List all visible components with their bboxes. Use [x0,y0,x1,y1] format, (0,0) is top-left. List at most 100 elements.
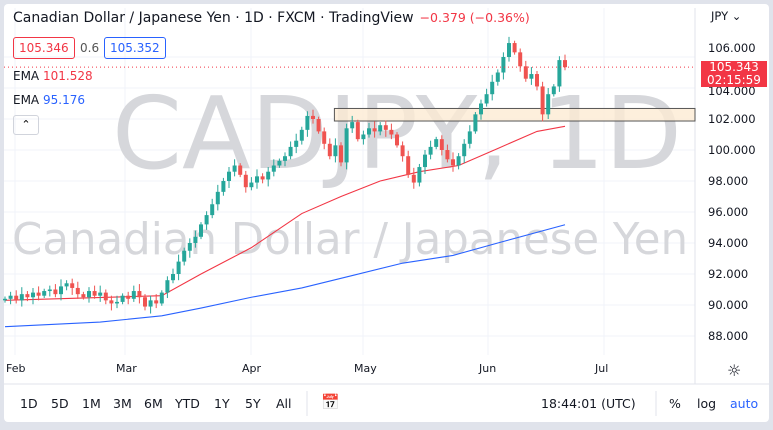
candle [81,294,86,298]
candle [479,103,483,115]
candle [495,72,500,82]
candle [120,295,125,302]
collapse-legend-button[interactable]: ⌃ [13,115,39,135]
candle [176,261,181,274]
y-tick-label: 98.000 [708,174,749,188]
candle [165,280,170,293]
candle [333,145,338,157]
settings-icon[interactable]: ☼ [727,361,742,380]
candle [182,250,187,262]
candle [42,291,47,296]
ema-line-2 [4,224,566,328]
y-tick-label: 90.000 [708,298,749,312]
candle [344,128,349,163]
candle [47,289,52,292]
candle [339,145,343,163]
range-button-5d[interactable]: 5D [51,396,69,411]
candle [221,181,226,192]
buy-price-button[interactable]: 105.352 [104,37,166,59]
y-tick-label: 100.000 [708,143,756,157]
candle [171,274,175,281]
candle [115,301,119,304]
candle [199,224,203,237]
candle [238,165,243,175]
candle [283,156,287,161]
candle [423,154,427,168]
y-tick-label: 92.000 [708,267,749,281]
candle [98,292,103,296]
candle [406,156,411,175]
symbol-title: Canadian Dollar / Japanese Yen · 1D · FX… [13,10,414,26]
currency-dropdown[interactable]: JPY ⌄ [711,9,742,23]
candle [126,295,131,299]
sell-price-button[interactable]: 105.346 [13,37,75,59]
candle [154,300,159,304]
candle [311,115,315,119]
candle [445,150,450,160]
candle [294,140,299,147]
candle [137,291,142,298]
spread: 0.6 [80,41,100,55]
range-button-all[interactable]: All [276,396,292,411]
range-button-1d[interactable]: 1D [20,396,38,411]
candle [563,60,567,68]
candle [204,215,209,225]
candle [523,66,528,79]
candle [193,236,198,243]
candle [232,165,237,172]
x-tick-label: Mar [116,362,137,375]
ema-legend-2[interactable]: EMA 95.176 [13,93,85,107]
support-zone-rectangle [333,107,696,122]
range-button-1m[interactable]: 1M [82,396,101,411]
candle [378,125,383,132]
y-tick-label: 88.000 [708,329,749,343]
candle [3,298,7,301]
candle [484,94,489,104]
range-button-1y[interactable]: 1Y [214,396,230,411]
goto-date-icon[interactable]: 📅 [321,393,340,411]
candle [148,300,153,307]
candle [327,143,332,157]
y-tick-label: 104.000 [708,84,756,99]
clock[interactable]: 18:44:01 (UTC) [541,396,636,411]
candle [501,57,506,73]
candle [400,145,405,157]
candle [322,131,327,144]
range-button-5y[interactable]: 5Y [245,396,261,411]
candle [25,294,30,298]
candle [372,128,377,132]
percent-toggle[interactable]: % [669,396,681,411]
x-tick-label: Jun [479,362,497,375]
ema-legend-1[interactable]: EMA 101.528 [13,69,93,83]
candle [411,174,416,183]
x-tick-label: Feb [6,362,26,375]
range-button-ytd[interactable]: YTD [175,396,200,411]
watermark-name: Canadian Dollar / Japanese Yen [12,214,688,265]
candle [395,134,399,146]
candle [75,287,80,295]
candle [456,156,461,166]
chevron-up-icon: ⌃ [21,118,31,131]
auto-toggle[interactable]: auto [730,396,759,411]
candle [36,292,41,296]
candle [31,292,35,298]
candle [70,283,75,288]
range-button-3m[interactable]: 3M [113,396,132,411]
range-button-6m[interactable]: 6M [144,396,163,411]
x-tick-label: Apr [242,362,262,375]
log-toggle[interactable]: log [697,396,717,411]
ema-line-1 [4,125,566,301]
candle [243,174,248,188]
candle [439,139,444,150]
candle [260,176,265,180]
candle [143,297,147,307]
candle [507,43,511,57]
candle [417,167,422,183]
candle [14,295,19,301]
chart-header: Canadian Dollar / Japanese Yen · 1D · FX… [13,10,530,26]
candle [551,86,556,95]
candle [249,182,254,188]
chart-panel [4,4,769,422]
last-price-label: 105.343 02:15:59 [701,61,767,87]
